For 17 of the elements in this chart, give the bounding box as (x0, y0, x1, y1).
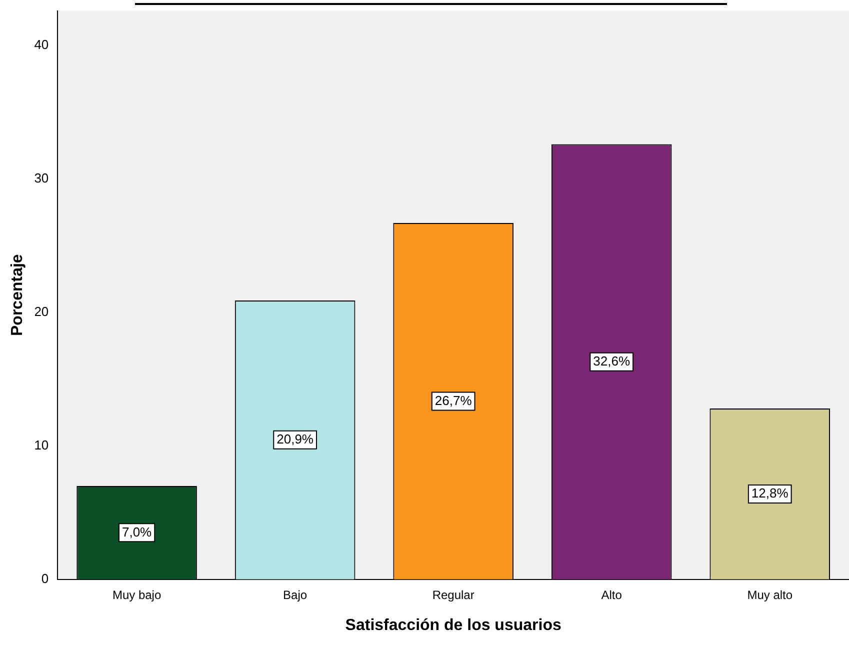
x-tick-label: Regular (432, 588, 474, 602)
x-tick-label: Alto (601, 588, 622, 602)
y-tick-label: 10 (34, 438, 49, 453)
x-axis-title: Satisfacción de los usuarios (345, 616, 562, 634)
data-label: 26,7% (434, 392, 472, 408)
x-tick-label: Muy alto (747, 588, 793, 602)
y-tick-label: 0 (41, 570, 49, 586)
y-tick-label: 40 (34, 37, 49, 52)
y-axis-title: Porcentaje (9, 254, 26, 336)
x-tick-label: Muy bajo (112, 588, 162, 602)
data-label: 20,9% (276, 432, 314, 446)
data-label: 32,6% (593, 353, 630, 368)
data-label: 7,0% (122, 524, 152, 540)
x-tick-label: Bajo (283, 588, 308, 602)
data-label: 12,8% (751, 486, 789, 501)
y-tick-label: 30 (34, 170, 49, 186)
y-tick-label: 20 (34, 304, 49, 320)
